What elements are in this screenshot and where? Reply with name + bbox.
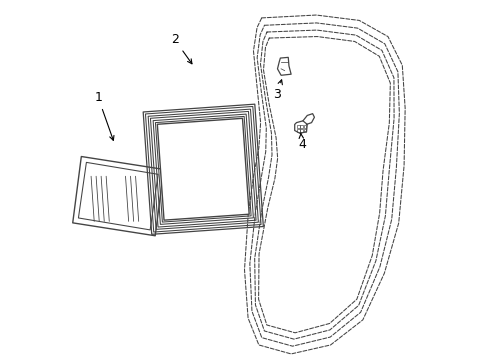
Bar [303, 129, 305, 132]
Text: 1: 1 [94, 91, 114, 140]
Bar [300, 125, 303, 128]
Polygon shape [294, 121, 306, 134]
Text: 2: 2 [170, 33, 192, 64]
Polygon shape [244, 15, 405, 354]
Polygon shape [73, 157, 163, 236]
Text: 3: 3 [272, 80, 282, 101]
Bar [303, 125, 305, 128]
Text: 4: 4 [297, 133, 305, 151]
Polygon shape [157, 118, 249, 221]
Bar [297, 129, 299, 132]
Polygon shape [277, 57, 290, 75]
Bar [297, 125, 299, 128]
Bar [300, 129, 303, 132]
